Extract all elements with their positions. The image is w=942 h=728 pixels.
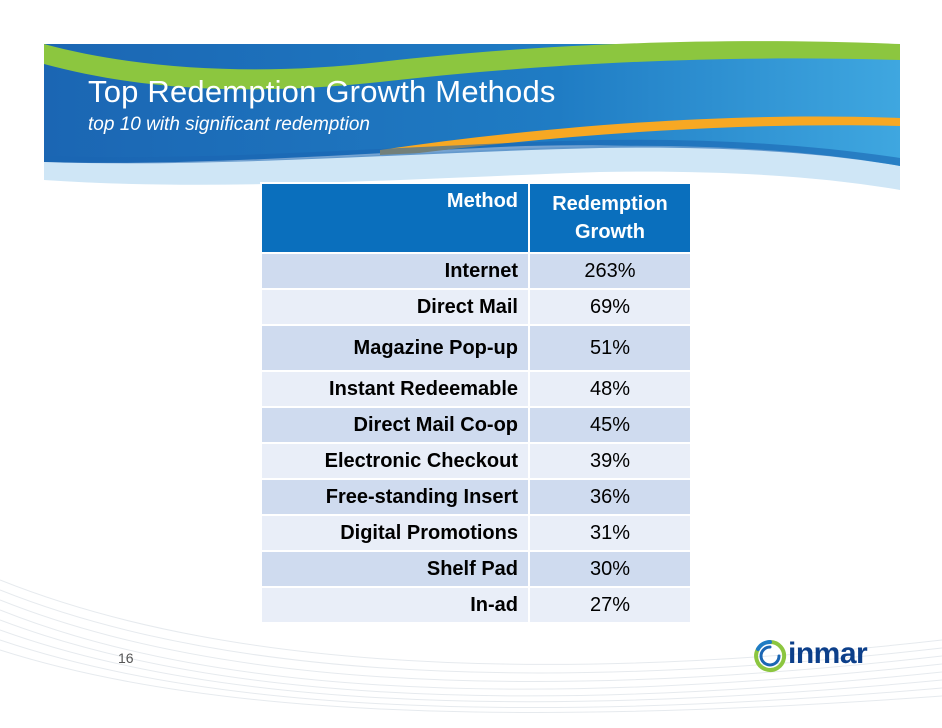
growth-cell: 31% [528,514,692,552]
method-cell: Digital Promotions [260,514,530,552]
method-cell: Instant Redeemable [260,370,530,408]
table-row: Digital Promotions 31% [260,514,692,552]
table-row: Instant Redeemable 48% [260,370,692,408]
column-header-redemption-growth: Redemption Growth [528,182,692,254]
method-cell: In-ad [260,586,530,624]
method-cell: Direct Mail [260,288,530,326]
growth-cell: 69% [528,288,692,326]
logo-wordmark: inmar [788,637,868,670]
growth-cell: 30% [528,550,692,588]
table-row: Direct Mail 69% [260,288,692,326]
growth-cell: 27% [528,586,692,624]
table-row: Free-standing Insert 36% [260,478,692,516]
logo-circle-icon [754,639,787,672]
header-growth-line2: Growth [575,221,645,243]
table-row: Direct Mail Co-op 45% [260,406,692,444]
growth-cell: 51% [528,324,692,372]
table-row: Internet 263% [260,252,692,290]
column-header-method: Method [260,182,530,254]
table-header-row: Method Redemption Growth [260,182,692,254]
method-cell: Direct Mail Co-op [260,406,530,444]
table-row: In-ad 27% [260,586,692,624]
method-cell: Internet [260,252,530,290]
table-row: Magazine Pop-up 51% [260,324,692,372]
header-banner [44,41,900,190]
growth-cell: 36% [528,478,692,516]
page-title: Top Redemption Growth Methods [88,74,556,109]
inmar-logo: inmar [752,636,882,676]
table-row: Shelf Pad 30% [260,550,692,588]
growth-cell: 263% [528,252,692,290]
redemption-growth-table: Method Redemption Growth Internet 263% D… [260,182,692,624]
table-row: Electronic Checkout 39% [260,442,692,480]
growth-cell: 48% [528,370,692,408]
method-cell: Free-standing Insert [260,478,530,516]
growth-cell: 45% [528,406,692,444]
growth-cell: 39% [528,442,692,480]
method-cell: Magazine Pop-up [260,324,530,372]
page-subtitle: top 10 with significant redemption [88,114,370,135]
page-number: 16 [118,650,134,666]
method-cell: Electronic Checkout [260,442,530,480]
header-growth-line1: Redemption [552,193,668,215]
method-cell: Shelf Pad [260,550,530,588]
